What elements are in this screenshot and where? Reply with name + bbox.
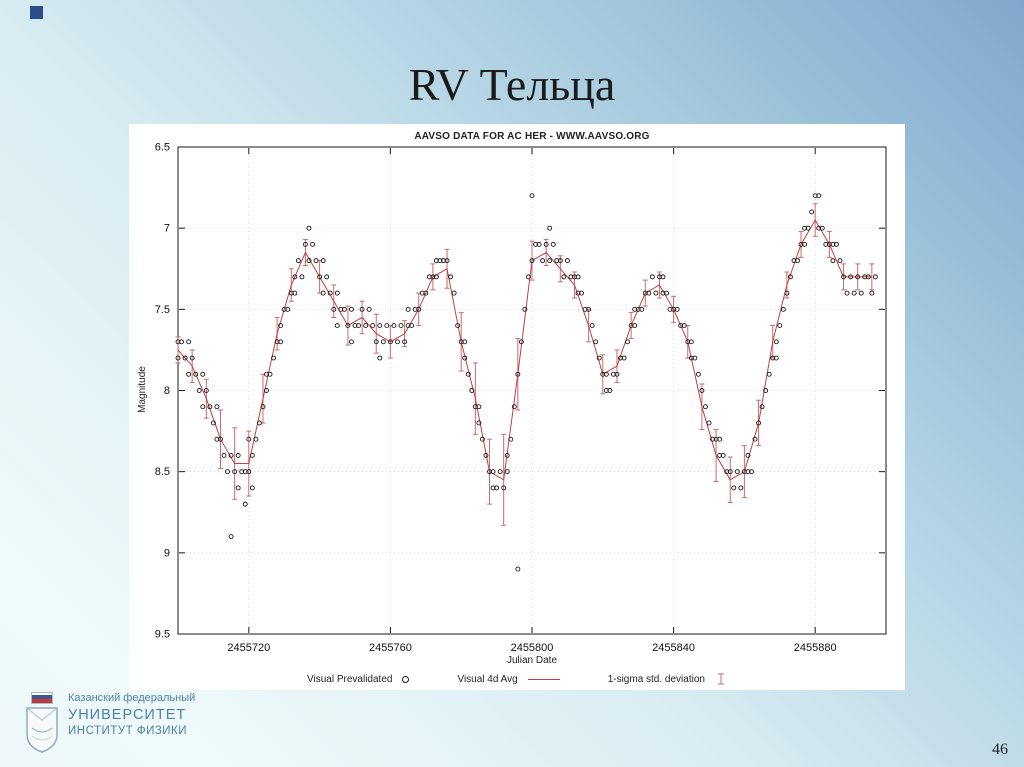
legend-item-prevalidated: Visual Prevalidated — [307, 673, 410, 685]
svg-text:2455760: 2455760 — [369, 642, 412, 654]
chart-title: AAVSO DATA FOR AC HER - WWW.AAVSO.ORG — [414, 131, 650, 142]
legend-item-sigma: 1-sigma std. deviation — [608, 672, 727, 686]
logo-line3: ИНСТИТУТ ФИЗИКИ — [68, 724, 188, 737]
line-sample-icon — [527, 678, 560, 680]
logo-line1: Казанский федеральный — [68, 692, 196, 704]
logo-emblem-column — [24, 692, 60, 754]
y-axis-label-box: Magnitude — [129, 124, 155, 654]
logo-line2: УНИВЕРСИТЕТ — [68, 706, 187, 723]
svg-text:9: 9 — [164, 547, 170, 559]
svg-text:2455880: 2455880 — [794, 642, 837, 654]
university-logo: Казанский федеральный УНИВЕРСИТЕТ ИНСТИТ… — [24, 692, 195, 754]
svg-text:6.5: 6.5 — [155, 142, 170, 154]
legend-label-avg: Visual 4d Avg — [457, 673, 518, 685]
flag-icon — [31, 692, 53, 704]
top-left-flag-decoration — [30, 6, 43, 19]
errorbar-sample-icon — [717, 673, 724, 685]
svg-text:8.5: 8.5 — [155, 466, 170, 478]
shield-icon — [26, 707, 58, 753]
svg-text:8: 8 — [164, 385, 170, 397]
svg-text:9.5: 9.5 — [155, 629, 170, 641]
logo-text: Казанский федеральный УНИВЕРСИТЕТ ИНСТИТ… — [68, 692, 195, 738]
chart-legend: Visual Prevalidated Visual 4d Avg 1-sigm… — [129, 672, 905, 686]
legend-label-sigma: 1-sigma std. deviation — [607, 673, 705, 685]
y-axis-label: Magnitude — [136, 365, 148, 413]
plot-svg: 6.5 7 7.5 8 8.5 9 9.5 2455720 2455760 2455800 2455… — [155, 142, 887, 654]
slide-title: RV Тельца — [408, 59, 616, 110]
svg-text:7: 7 — [164, 223, 170, 235]
legend-label-prevalidated: Visual Prevalidated — [307, 673, 393, 685]
svg-text:2455800: 2455800 — [511, 642, 554, 654]
svg-text:2455720: 2455720 — [227, 642, 270, 654]
point-sample-icon — [402, 675, 410, 683]
svg-text:2455840: 2455840 — [652, 642, 695, 654]
svg-text:7.5: 7.5 — [155, 304, 170, 316]
page-number: 46 — [992, 741, 1008, 758]
chart-panel: AAVSO DATA FOR AC HER - WWW.AAVSO.ORG 6.… — [129, 124, 905, 690]
legend-item-avg: Visual 4d Avg — [457, 673, 560, 685]
x-axis-label: Julian Date — [506, 655, 558, 666]
